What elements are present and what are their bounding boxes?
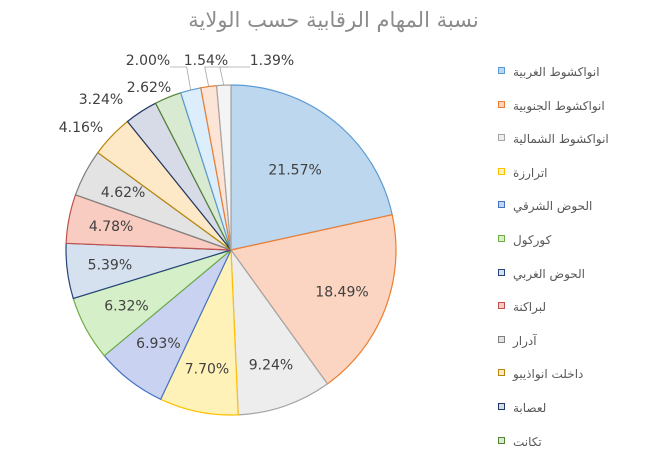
data-labels: 21.57% 18.49% 9.24% 7.70% 6.93% 6.32% 5.39% 4.7…: [59, 53, 369, 378]
legend-item-12: تكانت: [495, 432, 665, 452]
data-label-4: 7.70%: [185, 362, 229, 378]
data-label-7: 5.39%: [88, 258, 132, 274]
legend-label-2: انواكشوط الجنوبية: [513, 98, 605, 113]
legend-label-6: كوركول: [513, 233, 552, 247]
leader-line-14: [204, 66, 228, 87]
data-label-15: 1.39%: [250, 53, 294, 69]
legend-item-11: لعصابة: [495, 398, 665, 418]
legend-swatch-6: [498, 235, 505, 242]
legend-swatch-8: [498, 302, 505, 310]
pie-slices: [65, 84, 397, 416]
legend-label-10: داخلت انواذيبو: [513, 367, 584, 382]
legend-swatch-9: [498, 335, 505, 343]
legend-label-8: لبراكنة: [513, 300, 546, 315]
legend-swatch-7: [498, 268, 505, 276]
pie-slice-1: [230, 84, 393, 251]
leader-line-15: [219, 66, 250, 86]
legend-swatch-3: [498, 134, 505, 142]
legend-item-3: انواكشوط الشمالية: [495, 129, 665, 149]
legend-swatch-11: [498, 403, 505, 410]
legend-label-4: اترارزة: [513, 165, 548, 180]
data-label-12: 2.62%: [127, 80, 171, 96]
legend-label-12: تكانت: [513, 434, 542, 449]
legend-item-4: اترارزة: [495, 163, 665, 183]
legend-item-1: انواكشوط الغربية: [495, 62, 665, 82]
pie-slice-3: [230, 248, 329, 416]
legend-item-8: لبراكنة: [495, 297, 665, 317]
legend-label-7: الحوض الغربي: [513, 266, 585, 281]
data-label-11: 3.24%: [79, 92, 123, 108]
data-label-8: 4.78%: [89, 219, 133, 235]
legend-swatch-1: [498, 67, 505, 74]
data-label-3: 9.24%: [249, 357, 293, 373]
legend-label-11: لعصابة: [513, 401, 547, 415]
legend-item-5: الحوض الشرقي: [495, 196, 665, 216]
legend-swatch-10: [498, 369, 505, 377]
legend-swatch-4: [498, 167, 505, 175]
data-label-14: 1.54%: [184, 53, 228, 69]
leader-line-13: [170, 66, 192, 91]
legend-label-3: انواكشوط الشمالية: [513, 132, 609, 147]
data-label-2: 18.49%: [315, 285, 368, 301]
legend-label-5: الحوض الشرقي: [513, 199, 593, 214]
legend-label-9: آدرار: [513, 333, 537, 348]
legend-swatch-12: [498, 436, 505, 444]
data-label-9: 4.62%: [101, 185, 145, 201]
legend-item-2: انواكشوط الجنوبية: [495, 96, 665, 116]
legend-item-10: داخلت انواذيبو: [495, 364, 665, 384]
legend-item-7: الحوض الغربي: [495, 264, 665, 284]
pie-slice-2: [229, 214, 397, 385]
legend-item-9: آدرار: [495, 331, 665, 351]
leader-lines: [170, 66, 250, 91]
legend-swatch-5: [498, 201, 505, 209]
legend-item-6: كوركول: [495, 230, 665, 250]
legend-swatch-2: [498, 100, 505, 108]
data-label-1: 21.57%: [268, 162, 321, 178]
data-label-6: 6.32%: [104, 299, 148, 315]
data-label-5: 6.93%: [136, 336, 180, 352]
data-label-13: 2.00%: [126, 53, 170, 69]
data-label-10: 4.16%: [59, 120, 103, 136]
legend-label-1: انواكشوط الغربية: [513, 65, 600, 79]
chart-title: نسبة المهام الرقابية حسب الولاية: [188, 8, 479, 32]
